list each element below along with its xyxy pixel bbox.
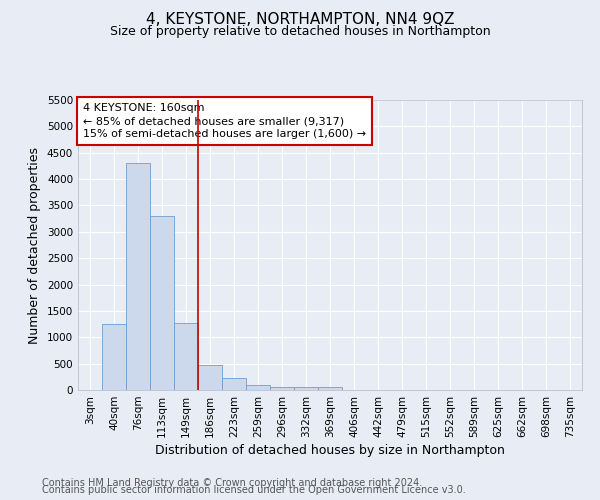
Bar	[198, 364, 222, 390]
Bar	[222, 378, 246, 390]
Text: Contains HM Land Registry data © Crown copyright and database right 2024.: Contains HM Land Registry data © Crown c…	[42, 478, 422, 488]
Bar	[126, 164, 150, 390]
Bar	[102, 324, 126, 390]
Text: 4 KEYSTONE: 160sqm
← 85% of detached houses are smaller (9,317)
15% of semi-deta: 4 KEYSTONE: 160sqm ← 85% of detached hou…	[83, 103, 366, 140]
Bar	[150, 216, 174, 390]
Bar	[318, 388, 342, 390]
Text: Contains public sector information licensed under the Open Government Licence v3: Contains public sector information licen…	[42, 485, 466, 495]
Text: 4, KEYSTONE, NORTHAMPTON, NN4 9QZ: 4, KEYSTONE, NORTHAMPTON, NN4 9QZ	[146, 12, 454, 28]
Y-axis label: Number of detached properties: Number of detached properties	[28, 146, 41, 344]
Text: Size of property relative to detached houses in Northampton: Size of property relative to detached ho…	[110, 25, 490, 38]
Bar	[174, 324, 198, 390]
Bar	[246, 386, 270, 390]
Bar	[294, 387, 318, 390]
Bar	[270, 387, 294, 390]
X-axis label: Distribution of detached houses by size in Northampton: Distribution of detached houses by size …	[155, 444, 505, 457]
